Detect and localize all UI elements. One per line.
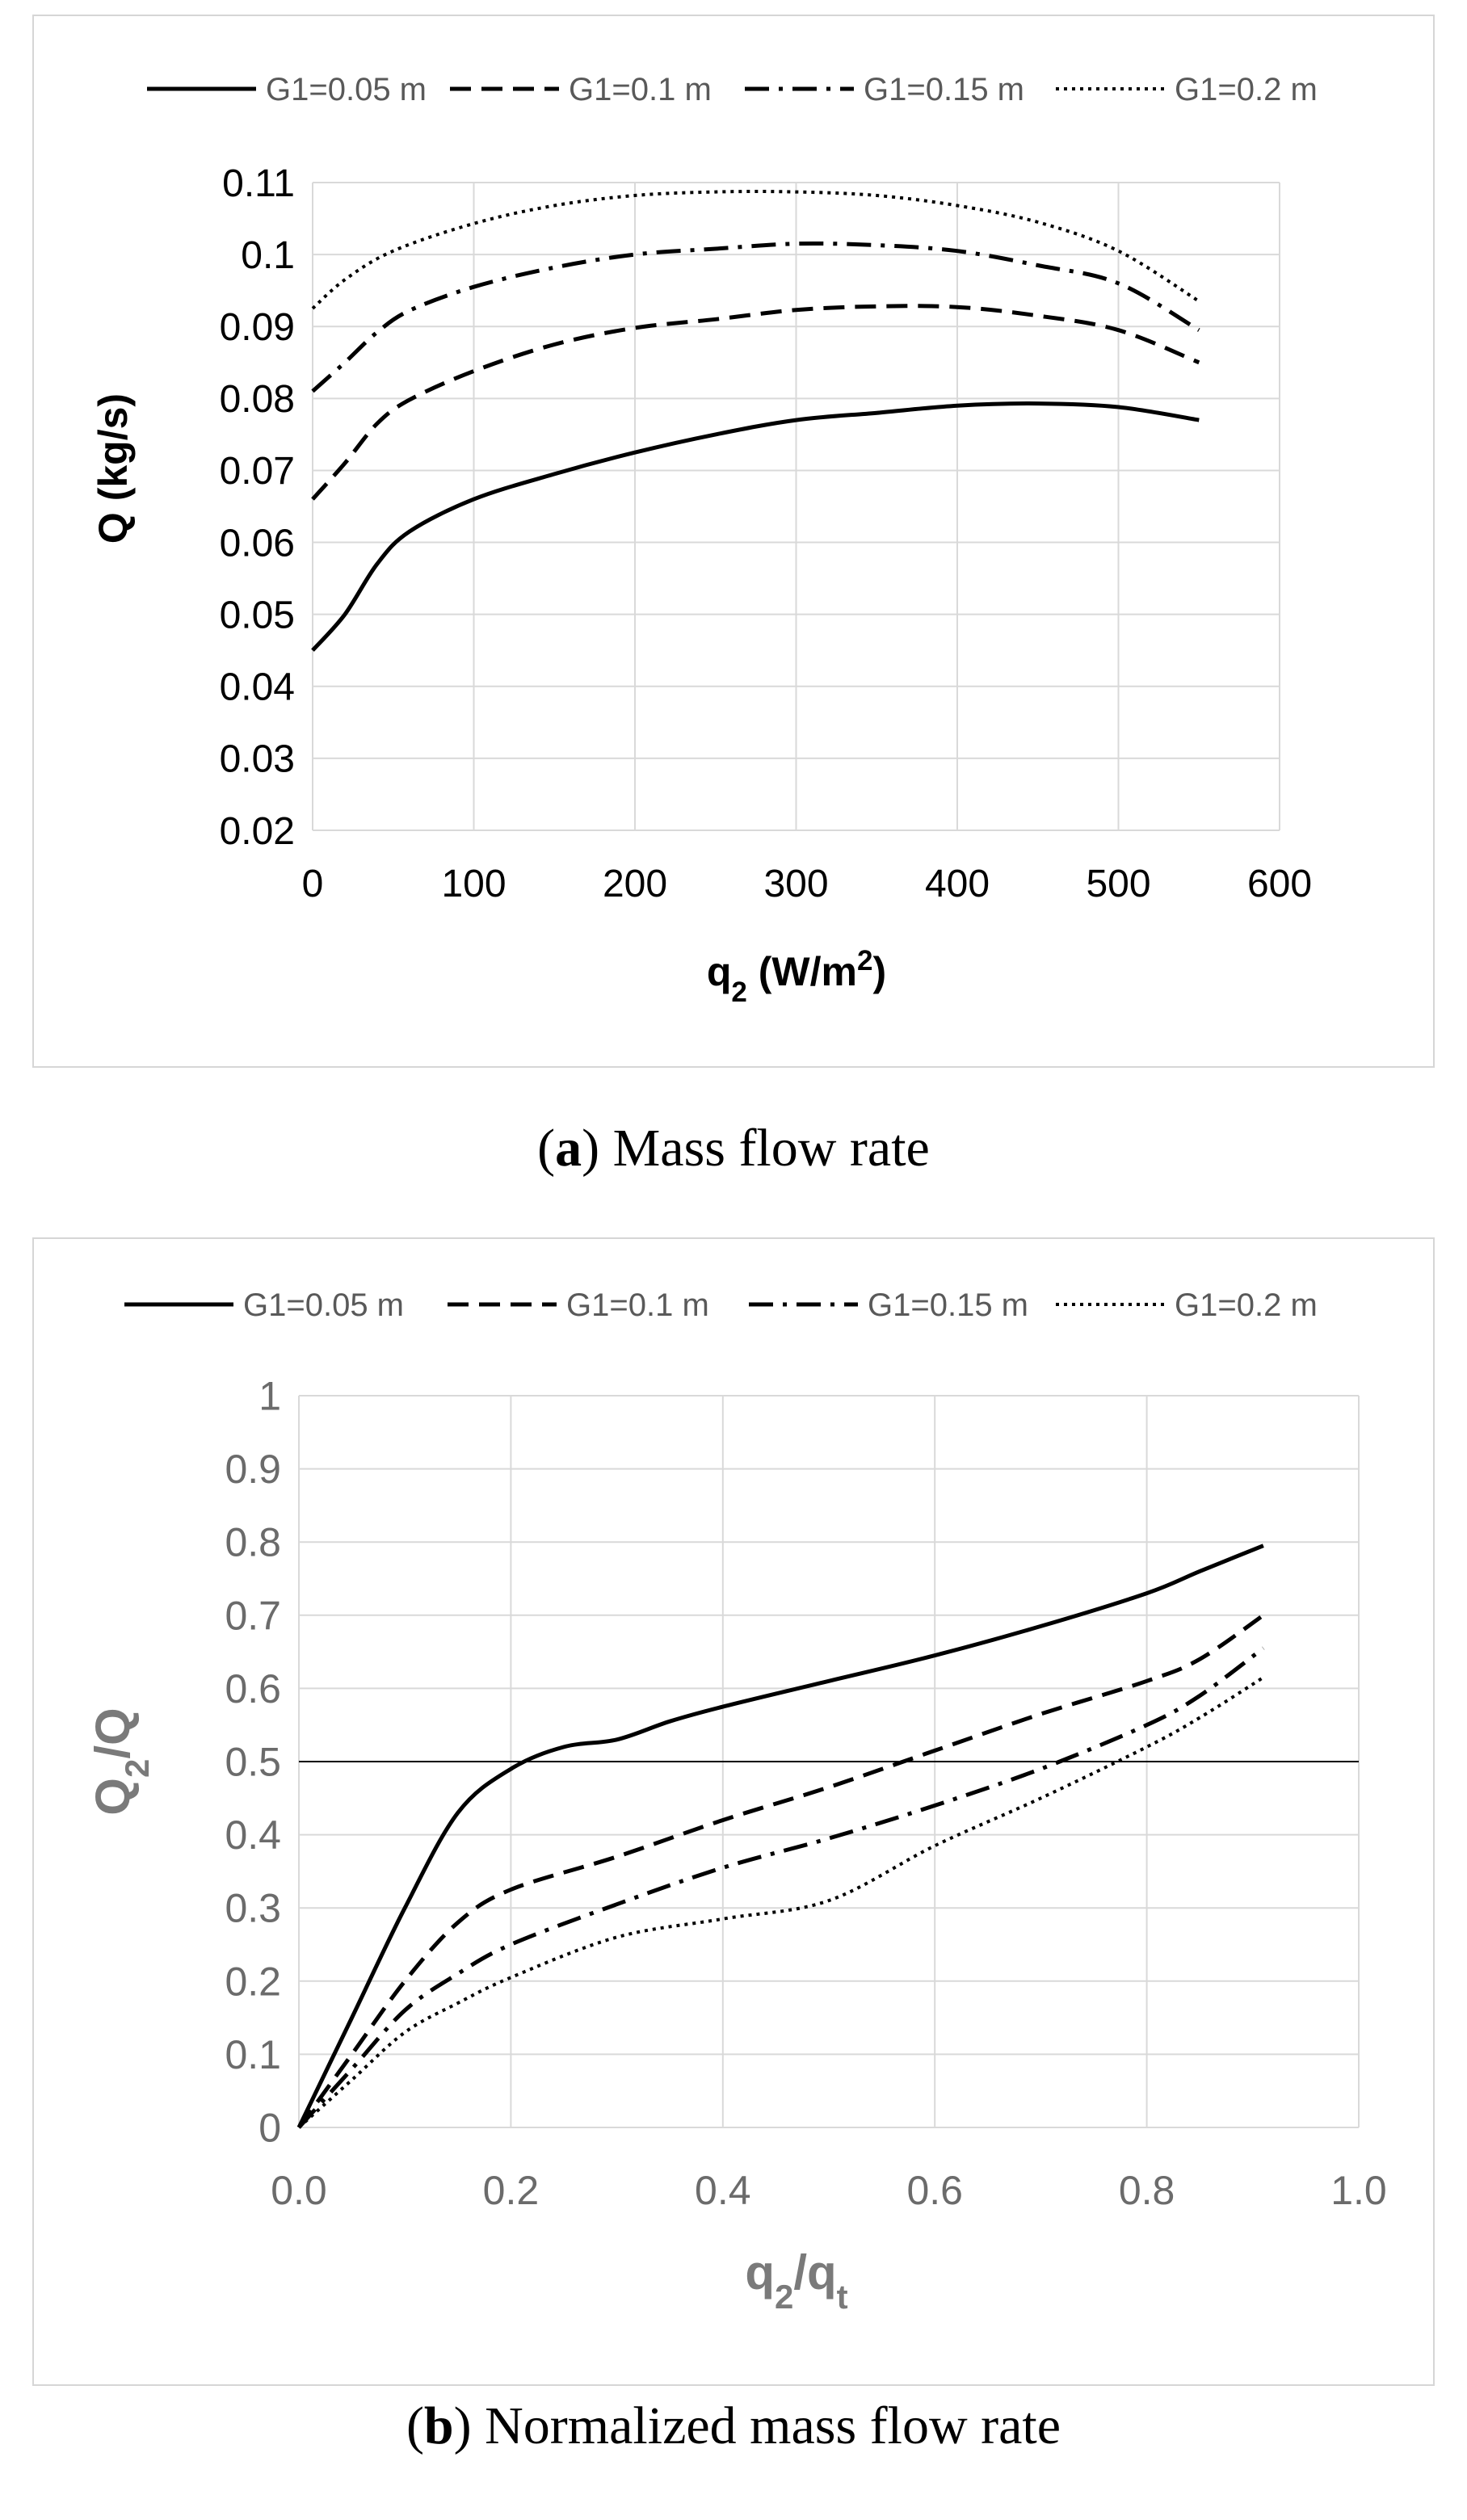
- chart0-x-tick-label: 100: [441, 863, 506, 905]
- chart0-y-tick-label: 0.1: [241, 234, 295, 277]
- chart0-x-tick-label: 600: [1247, 863, 1312, 905]
- chart0-series-line-2: [311, 304, 1200, 501]
- chart0-y-tick-label: 0.11: [222, 162, 295, 205]
- caption-b: (b) Normalized mass flow rate: [406, 2396, 1061, 2455]
- chart0-series-line-3: [311, 241, 1200, 393]
- chart0-legend-label-4: G1=0.2 m: [1175, 72, 1318, 107]
- chart1-y-tick-label: 0.6: [225, 1666, 281, 1712]
- chart1-y-tick-label: 0.4: [225, 1812, 281, 1858]
- chart1-y-axis-title: Q2/Q: [86, 1707, 156, 1815]
- caption-a-text: Mass flow rate: [612, 1119, 930, 1178]
- chart0-x-axis-title: q2 (W/m2): [707, 945, 886, 1008]
- chart0-y-tick-label: 0.04: [220, 666, 295, 709]
- chart1-y-tick-label: 0.3: [225, 1886, 281, 1931]
- chart1-y-tick-label: 0: [259, 2106, 281, 2151]
- chart0-y-tick-label: 0.02: [220, 810, 295, 853]
- chart1-x-tick-label: 0.4: [695, 2168, 751, 2213]
- chart0-y-tick-label: 0.03: [220, 738, 295, 781]
- chart1-legend-label-2: G1=0.1 m: [566, 1287, 709, 1323]
- chart1-y-tick-label: 0.7: [225, 1593, 281, 1638]
- chart1-y-tick-label: 0.2: [225, 1959, 281, 2004]
- chart0-y-tick-label: 0.07: [220, 450, 295, 493]
- chart1-series-line-4: [297, 1676, 1264, 2129]
- chart1-x-axis-title: q2/qt: [745, 2245, 847, 2316]
- chart0-y-tick-label: 0.09: [220, 306, 295, 349]
- chart1-y-tick-label: 0.9: [225, 1447, 281, 1492]
- caption-a: (a) Mass flow rate: [537, 1119, 930, 1178]
- chart-panel-normalized-mass-flow-rate: 0 0.1 0.2 0.3 0.4 0.5 0.6 0.7 0.8 0.9 1 0.0 0.2 0.4 0.…: [32, 1237, 1435, 2386]
- chart0-x-tick-label: 500: [1086, 863, 1150, 905]
- chart1-y-tick-label: 0.8: [225, 1520, 281, 1565]
- chart1-legend-label-1: G1=0.05 m: [243, 1287, 404, 1323]
- chart0-x-tick-label: 300: [763, 863, 828, 905]
- chart1-x-tick-label: 0.8: [1119, 2168, 1175, 2213]
- chart0-y-tick-label: 0.06: [220, 522, 295, 565]
- chart-normalized-mass-flow-rate: 0 0.1 0.2 0.3 0.4 0.5 0.6 0.7 0.8 0.9 1 0.0 0.2 0.4 0.…: [86, 1287, 1387, 2316]
- chart1-x-tick-label: 1.0: [1330, 2168, 1387, 2213]
- chart0-y-axis-title: Q (kg/s): [90, 393, 136, 544]
- chart0-legend-label-3: G1=0.15 m: [864, 72, 1024, 107]
- chart0-series-line-1: [311, 401, 1200, 652]
- chart1-legend-label-4: G1=0.2 m: [1175, 1287, 1318, 1323]
- chart0-x-tick-label: 200: [603, 863, 667, 905]
- chart0-legend-label-2: G1=0.1 m: [569, 72, 712, 107]
- chart1-series-line-2: [296, 1613, 1265, 2129]
- chart0-x-tick-label: 400: [925, 863, 990, 905]
- caption-b-letter: b: [423, 2396, 454, 2455]
- chart1-x-tick-label: 0.6: [906, 2168, 963, 2213]
- chart0-y-tick-label: 0.05: [220, 594, 295, 636]
- chart1-series-line-1: [296, 1544, 1264, 2129]
- chart1-y-tick-label: 1: [259, 1374, 281, 1419]
- chart1-x-tick-label: 0.0: [271, 2168, 327, 2213]
- chart-mass-flow-rate: 0.02 0.03 0.04 0.05 0.06 0.07 0.08 0.09 0.1 0.11 0…: [90, 72, 1318, 1008]
- chart1-y-tick-label: 0.1: [225, 2032, 281, 2077]
- chart1-y-tick-label: 0.5: [225, 1740, 281, 1785]
- chart0-legend-label-1: G1=0.05 m: [266, 72, 427, 107]
- caption-a-letter: a: [555, 1119, 582, 1178]
- chart1-series-line-3: [297, 1646, 1265, 2129]
- chart0-x-tick-label: 0: [302, 863, 324, 905]
- chart-panel-mass-flow-rate: 0.02 0.03 0.04 0.05 0.06 0.07 0.08 0.09 0.1 0.11 0…: [32, 15, 1435, 1068]
- chart0-y-tick-label: 0.08: [220, 378, 295, 421]
- chart1-x-tick-label: 0.2: [483, 2168, 540, 2213]
- caption-b-text: Normalized mass flow rate: [485, 2396, 1061, 2455]
- chart0-series-line-4: [311, 190, 1200, 310]
- chart1-legend-label-3: G1=0.15 m: [868, 1287, 1028, 1323]
